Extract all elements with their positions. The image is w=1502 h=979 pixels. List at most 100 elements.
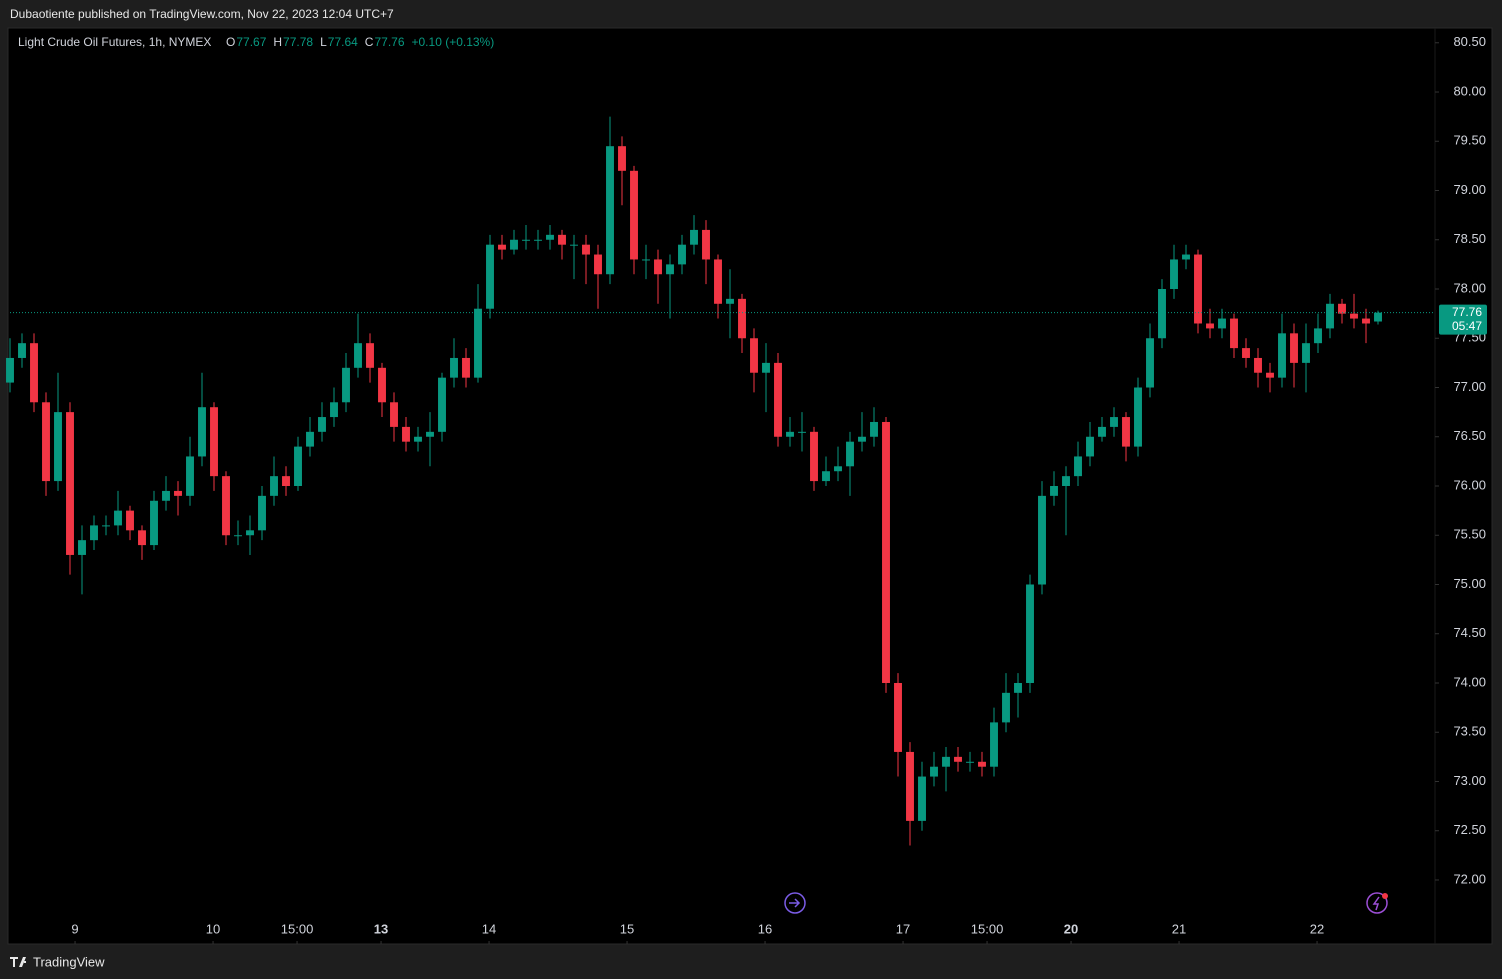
candle-body	[138, 530, 146, 546]
y-tick-label: 72.00	[1453, 871, 1486, 886]
candle-body	[834, 466, 842, 472]
y-tick-label: 74.00	[1453, 674, 1486, 689]
y-tick-label: 73.00	[1453, 773, 1486, 788]
candle-body	[90, 525, 98, 541]
candle-body	[114, 510, 122, 526]
countdown-label: 05:47	[1452, 319, 1482, 333]
legend-key: L	[320, 35, 327, 49]
legend-value: 77.76	[374, 35, 404, 49]
candle-body	[1350, 313, 1358, 319]
y-tick-label: 79.00	[1453, 182, 1486, 197]
footer-brand: TradingView	[33, 954, 105, 969]
candle-body	[810, 431, 818, 482]
y-tick-label: 75.00	[1453, 576, 1486, 591]
last-price-label: 77.76	[1452, 305, 1482, 319]
publish-header: Dubaotiente published on TradingView.com…	[10, 7, 394, 21]
candle-body	[54, 412, 62, 482]
y-tick-label: 72.50	[1453, 822, 1486, 837]
legend-value: 77.64	[328, 35, 358, 49]
candle-body	[702, 229, 710, 260]
x-tick-label: 16	[758, 921, 772, 936]
candle-body	[486, 244, 494, 309]
candle-body	[654, 259, 662, 275]
x-tick-label: 15	[620, 921, 634, 936]
x-tick-label: 20	[1064, 921, 1078, 936]
candle-body	[246, 530, 254, 536]
candle-body	[678, 244, 686, 265]
candle-body	[414, 436, 422, 442]
candle-body	[6, 357, 14, 383]
candle-body	[222, 476, 230, 536]
x-tick-label: 13	[374, 921, 388, 936]
candle-body	[918, 776, 926, 821]
candle-body	[894, 682, 902, 752]
y-tick-label: 78.50	[1453, 231, 1486, 246]
candle-body	[1122, 417, 1130, 447]
candle-body	[342, 367, 350, 403]
legend-change: +0.10 (+0.13%)	[412, 35, 495, 49]
candle-body	[690, 229, 698, 245]
candle-body	[1374, 312, 1382, 322]
candle-body	[906, 751, 914, 821]
candle-body	[786, 431, 794, 437]
candle-body	[30, 343, 38, 403]
candle-body	[990, 722, 998, 767]
candle-body	[1062, 476, 1070, 486]
candle-body	[930, 766, 938, 777]
candle-body	[294, 446, 302, 486]
y-tick-label: 77.00	[1453, 379, 1486, 394]
candle-body	[126, 510, 134, 531]
candle-body	[594, 254, 602, 275]
candle-body	[762, 362, 770, 373]
candle-body	[750, 338, 758, 373]
candle-body	[738, 298, 746, 339]
candle-body	[1074, 456, 1082, 477]
candle-body	[1182, 254, 1190, 260]
legend-key: H	[273, 35, 282, 49]
candle-body	[426, 431, 434, 437]
event-icon[interactable]	[784, 892, 806, 914]
candle-body	[942, 756, 950, 767]
candle-body	[1230, 318, 1238, 349]
candle-body	[378, 367, 386, 403]
candle-body	[282, 476, 290, 486]
alert-icon[interactable]	[1366, 892, 1388, 914]
candle-body	[318, 417, 326, 432]
candle-body	[102, 525, 110, 527]
candle-body	[1338, 303, 1346, 314]
candle-body	[330, 402, 338, 418]
candle-body	[1158, 289, 1166, 339]
candle-body	[726, 298, 734, 304]
x-tick-label: 15:00	[971, 921, 1004, 936]
last-price-tag	[1439, 304, 1487, 335]
candle-body	[1086, 436, 1094, 457]
x-tick-label: 17	[896, 921, 910, 936]
candle-body	[498, 244, 506, 250]
legend-value: 77.67	[236, 35, 266, 49]
candle-body	[1362, 318, 1370, 324]
candle-body	[846, 441, 854, 467]
x-tick-label: 15:00	[281, 921, 314, 936]
y-tick-label: 80.50	[1453, 34, 1486, 49]
candle-body	[42, 402, 50, 482]
candle-body	[618, 146, 626, 171]
y-tick-label: 79.50	[1453, 133, 1486, 148]
candle-body	[714, 259, 722, 304]
y-tick-label: 78.00	[1453, 280, 1486, 295]
candle-body	[1218, 318, 1226, 329]
chart-frame	[7, 27, 1493, 945]
candle-body	[966, 761, 974, 763]
y-tick-label: 76.50	[1453, 428, 1486, 443]
candle-body	[522, 239, 530, 241]
candle-body	[858, 436, 866, 442]
candle-body	[1194, 254, 1202, 324]
candle-body	[666, 264, 674, 275]
candle-body	[1266, 372, 1274, 378]
footer-logo	[10, 957, 26, 967]
symbol: Light Crude Oil Futures, 1h, NYMEX	[18, 35, 211, 49]
candle-body	[1290, 333, 1298, 363]
candle-body	[1302, 343, 1310, 363]
candle-body	[78, 540, 86, 555]
candle-body	[1170, 259, 1178, 290]
candle-body	[642, 259, 650, 261]
